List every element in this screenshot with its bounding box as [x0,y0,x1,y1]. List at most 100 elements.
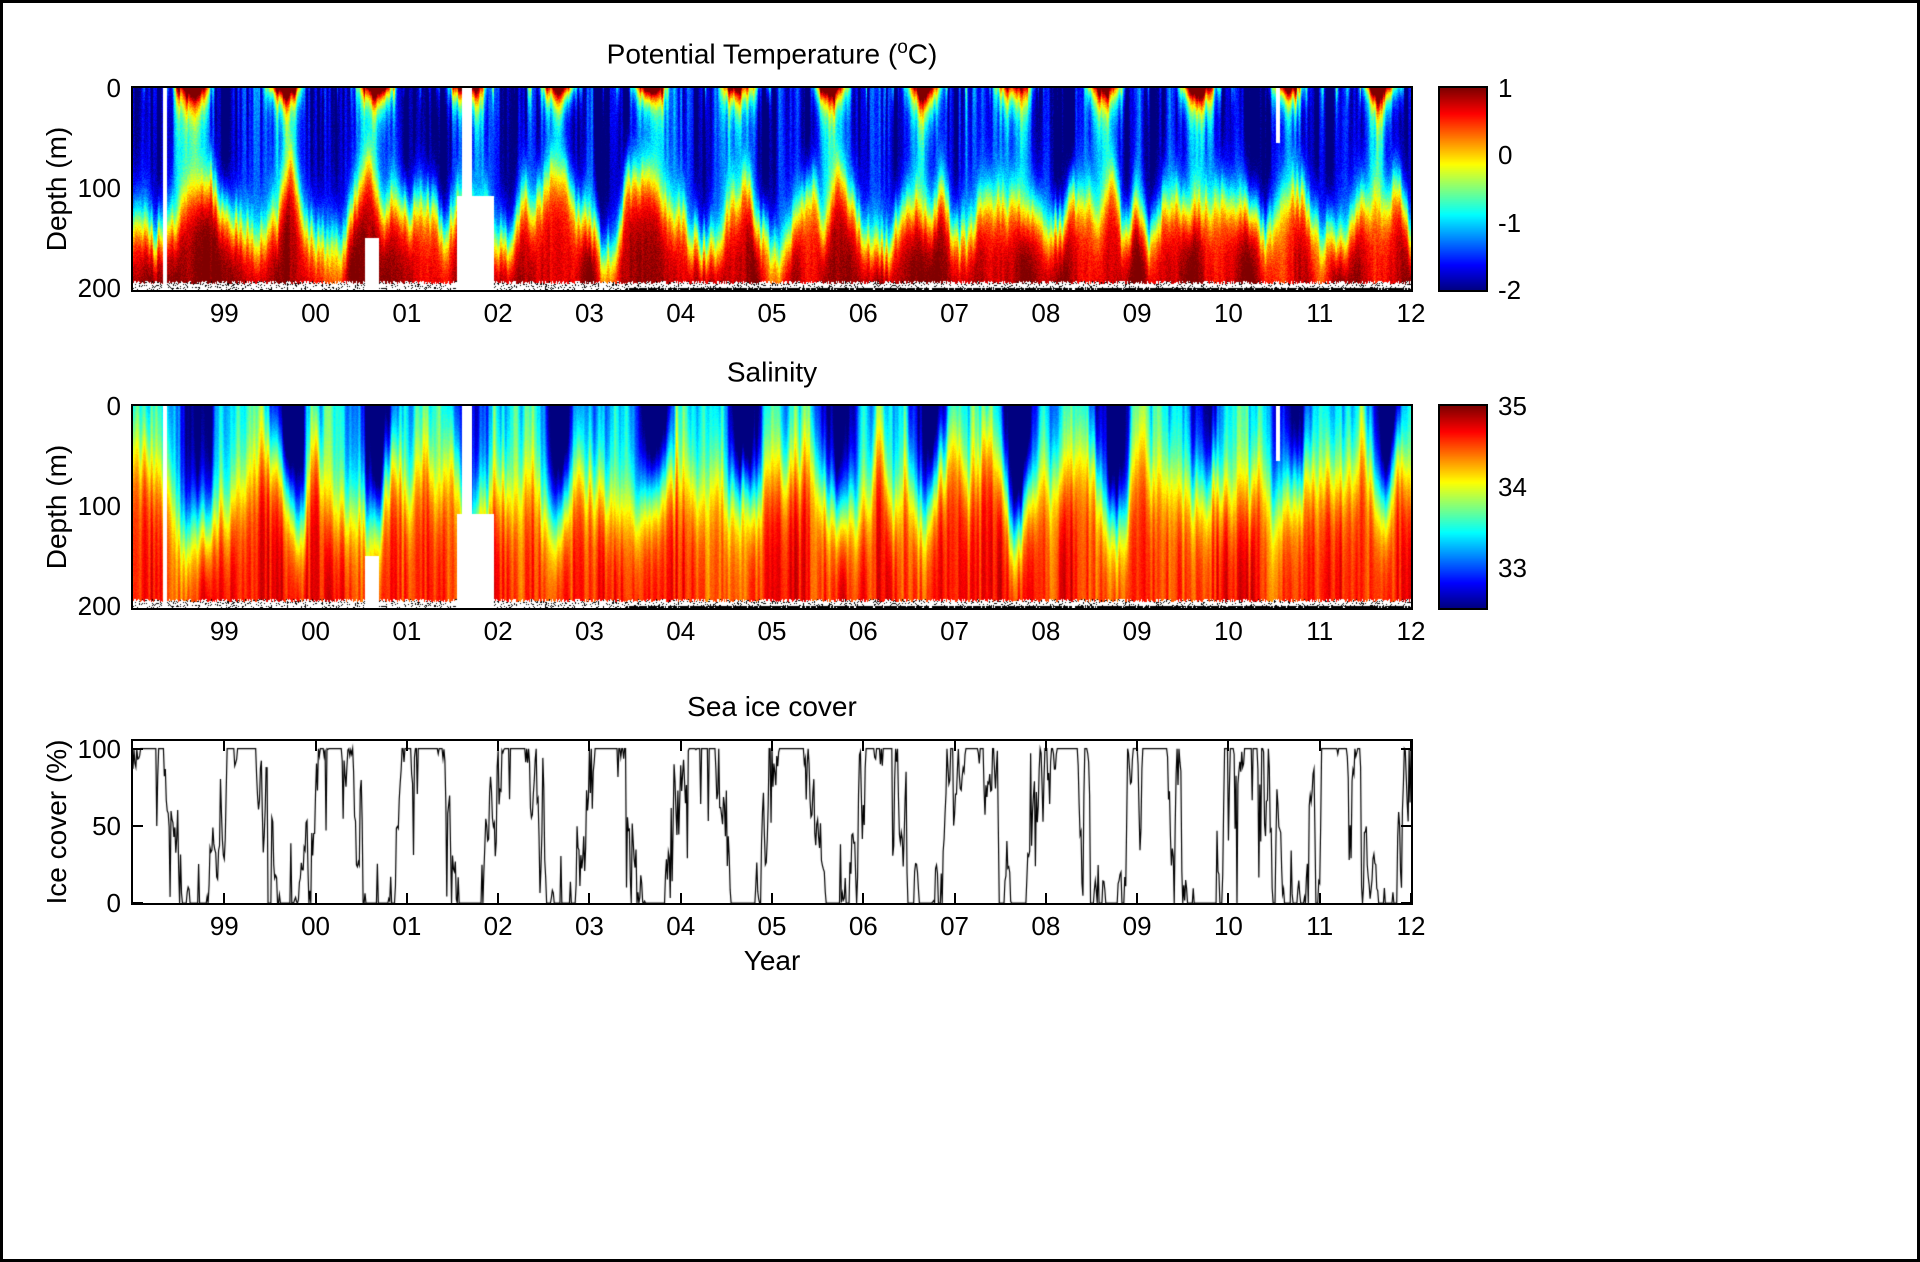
axis-tick [314,741,317,751]
ice-cover-plot: 99 00 01 02 03 04 05 06 07 08 09 10 11 12 0 50 100 [78,734,1426,941]
temperature-heatmap-canvas [133,88,1411,290]
salinity-heatmap: 99 00 01 02 03 04 05 06 07 08 09 10 11 12 0 100 200 [78,391,1426,646]
axis-tick [1401,824,1411,827]
x-tick-label: 06 [848,298,878,328]
y-tick-label: 50 [92,810,121,841]
axis-tick [223,741,226,751]
axis-tick [1410,741,1412,751]
x-tick-label: 12 [1396,298,1426,328]
x-tick-label: 02 [483,616,513,646]
axis-tick [1318,741,1321,751]
axis-tick [133,824,143,827]
x-tick-label: 09 [1122,298,1152,328]
x-tick-label: 12 [1396,616,1426,646]
axis-tick [679,741,682,751]
salinity-colorbar-canvas [1440,406,1486,608]
axis-tick [1318,893,1321,903]
x-tick-label: 12 [1396,911,1426,941]
ice-cover-line-canvas [133,741,1411,903]
axis-tick [953,893,956,903]
salinity-heatmap-canvas [133,406,1411,608]
x-tick-label: 09 [1122,616,1152,646]
axis-tick [405,741,408,751]
x-tick-label: 02 [483,911,513,941]
x-tick-label: 07 [940,616,970,646]
x-tick-label: 10 [1213,616,1243,646]
x-tick-label: 10 [1213,911,1243,941]
axis-tick [679,893,682,903]
temperature-heatmap: 99 00 01 02 03 04 05 06 07 08 09 10 11 12 0 100 200 [78,73,1426,328]
x-tick-label: 00 [301,298,331,328]
y-tick-label: 0 [106,73,121,103]
x-tick-label: 99 [209,298,239,328]
x-tick-label: 04 [666,616,696,646]
x-axis-label-year: Year [743,945,801,976]
axis-tick [1136,741,1139,751]
colorbar-tick-label: 33 [1498,552,1527,583]
y-tick-label: 100 [77,173,121,203]
x-tick-label: 01 [392,298,422,328]
axis-tick [862,741,865,751]
salinity-title: Salinity [727,355,817,388]
axis-tick [223,893,226,903]
axis-tick [771,893,773,903]
x-tick-label: 03 [574,616,604,646]
y-tick-label: 200 [77,591,121,621]
x-tick-label: 05 [757,298,787,328]
colorbar-tick-label: -1 [1498,207,1522,238]
x-tick-label: 99 [209,616,239,646]
colorbar-tick-label: -2 [1498,275,1522,305]
axis-tick [497,741,500,751]
x-tick-label: 11 [1306,298,1334,328]
axis-tick [314,893,317,903]
x-tick-label: 99 [209,911,239,941]
x-tick-label: 04 [666,298,696,328]
x-tick-label: 06 [848,616,878,646]
colorbar-tick-label: 35 [1498,391,1527,421]
axis-tick [1136,893,1139,903]
x-tick-label: 01 [392,911,422,941]
axis-tick [1401,747,1411,750]
temperature-colorbar-canvas [1440,88,1486,290]
x-tick-label: 03 [574,911,604,941]
y-tick-label: 100 [77,733,121,764]
x-tick-label: 04 [666,911,696,941]
axis-tick [588,741,591,751]
axis-tick [1401,902,1411,904]
x-tick-label: 07 [940,911,970,941]
y-tick-label: 100 [77,491,121,521]
x-tick-label: 08 [1031,911,1061,941]
axis-tick [497,893,500,903]
temperature-title-prefix: Potential Temperature ( [606,38,898,70]
salinity-colorbar: 35 34 33 [1438,391,1527,610]
temperature-title-superscript: o [897,37,908,58]
x-tick-label: 08 [1031,616,1061,646]
x-tick-label: 10 [1213,298,1243,328]
colorbar-tick-label: 0 [1498,140,1513,171]
axis-tick [953,741,956,751]
x-tick-label: 06 [848,911,878,941]
x-tick-label: 02 [483,298,513,328]
colorbar-tick-label: 34 [1498,471,1527,502]
y-tick-label: 0 [106,391,121,421]
axis-tick [1044,893,1047,903]
colorbar-tick-label: 1 [1498,73,1513,103]
temperature-title: Potential Temperature (oC) [607,37,938,70]
temperature-title-suffix: C) [907,38,938,70]
x-tick-label: 00 [301,911,331,941]
x-tick-label: 07 [940,298,970,328]
x-tick-label: 00 [301,616,331,646]
x-tick-label: 08 [1031,298,1061,328]
axis-tick [405,893,408,903]
axis-tick [588,893,591,903]
x-tick-label: 05 [757,616,787,646]
axis-tick [1227,741,1230,751]
salinity-title-prefix: Salinity [726,356,818,388]
axis-tick [771,741,773,751]
axis-tick [133,902,143,904]
x-tick-label: 11 [1306,616,1334,646]
x-tick-label: 01 [392,616,422,646]
x-tick-label: 05 [757,911,787,941]
axis-tick [1410,893,1412,903]
